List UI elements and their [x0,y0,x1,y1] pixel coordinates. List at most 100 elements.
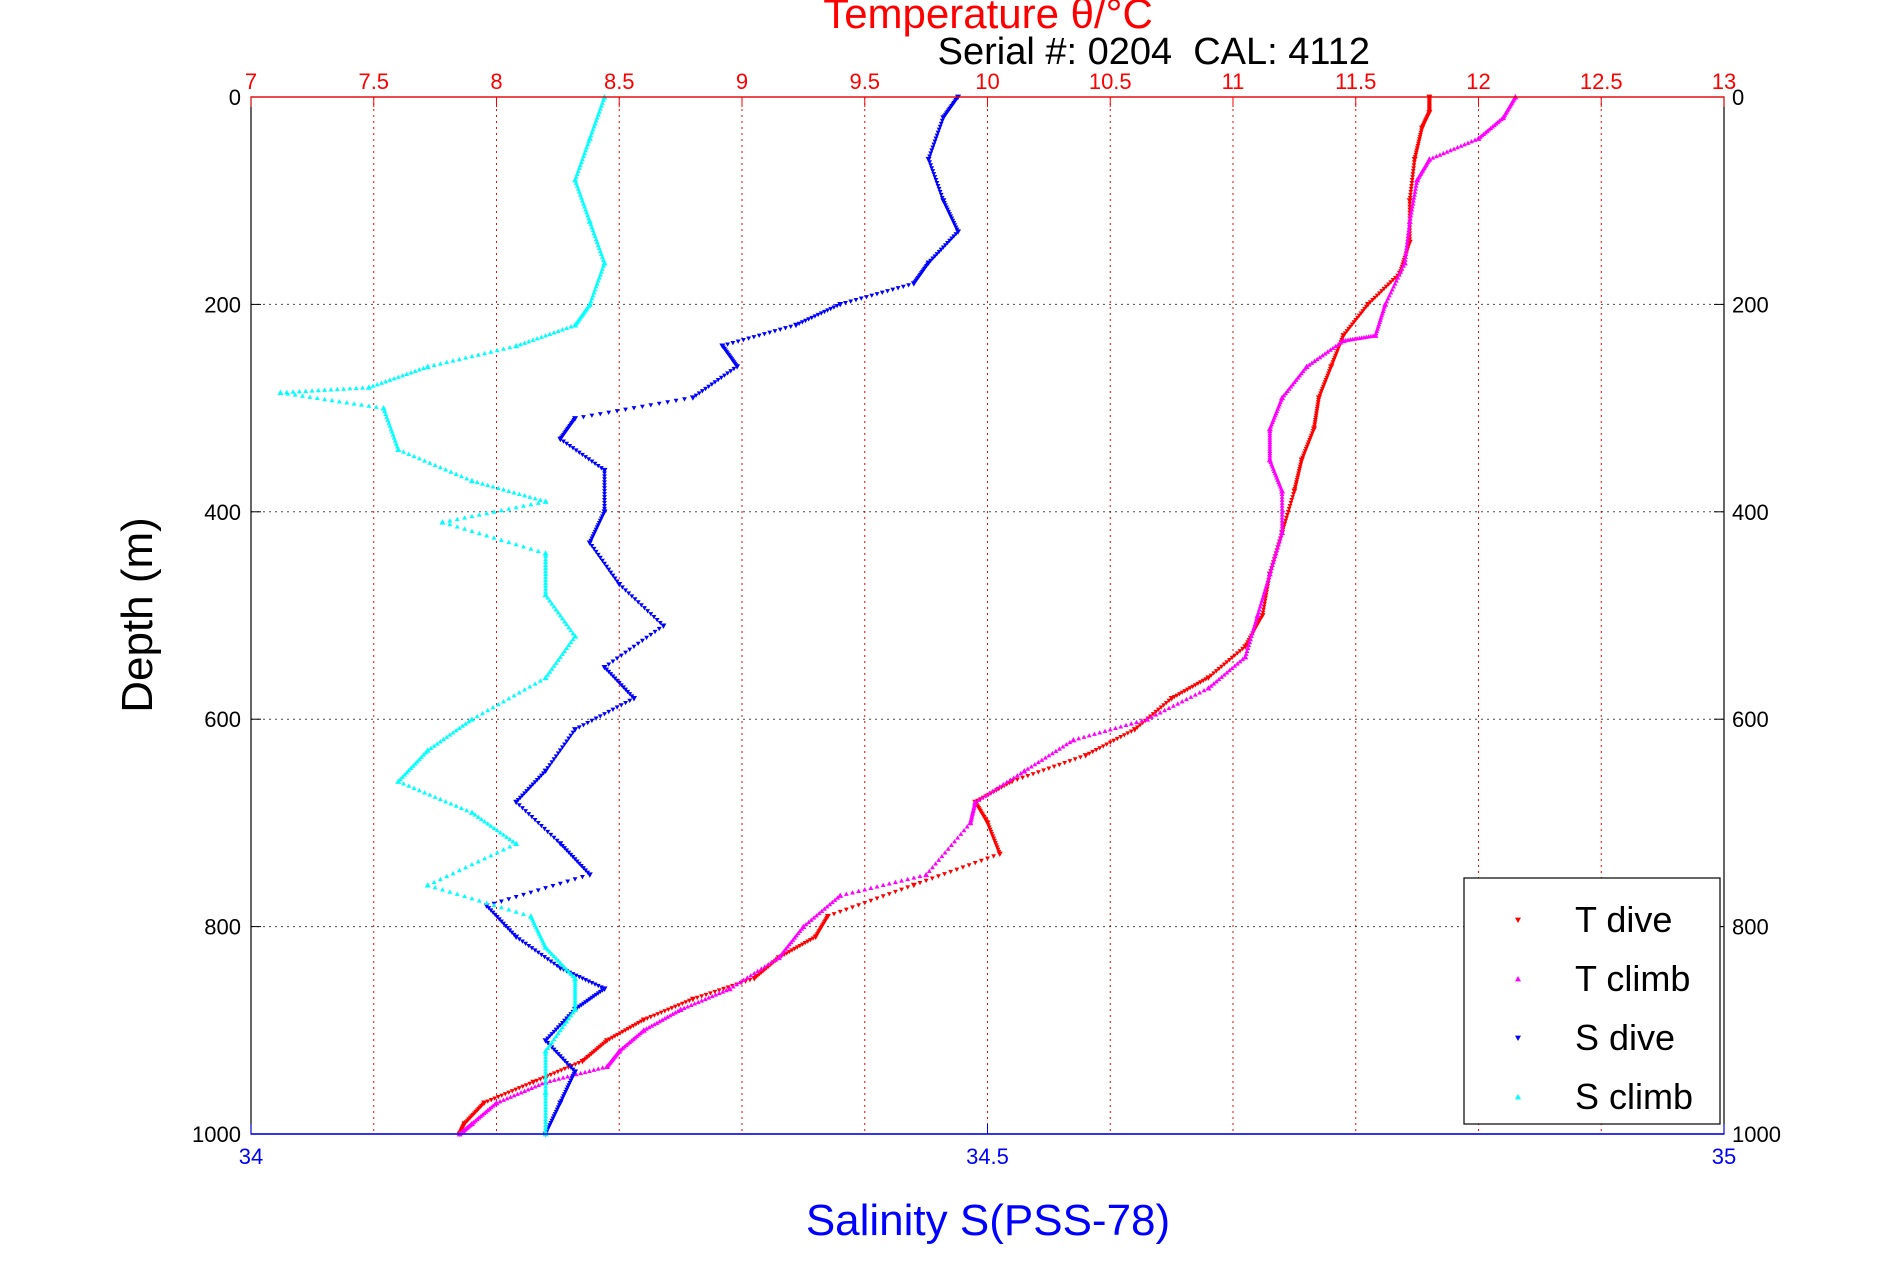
trace-marker [1257,618,1263,623]
trace-marker [545,1045,551,1050]
trace-marker [447,518,453,523]
trace-marker [568,627,574,633]
trace-marker [400,373,405,378]
trace-marker [1213,669,1219,674]
trace-marker [560,1096,565,1101]
trace-marker [1128,729,1134,734]
trace-marker [535,820,541,826]
data-point [586,872,593,878]
trace-marker [547,1042,553,1048]
trace-marker [716,990,722,996]
trace-marker [1123,722,1129,728]
x-top-tick-label: 11 [1222,69,1245,94]
trace-marker [1313,415,1319,421]
trace-marker [484,510,490,516]
trace-marker [1298,460,1304,465]
trace-marker [933,178,939,183]
trace-marker [843,907,849,912]
trace-marker [1409,178,1415,183]
trace-marker [899,878,904,883]
trace-marker [994,845,1000,850]
trace-marker [1258,615,1264,621]
trace-marker [543,580,548,585]
data-point [1254,612,1261,618]
trace-marker [539,1081,545,1086]
trace-marker [1279,506,1285,511]
trace-marker [712,380,718,385]
data-point [468,809,475,815]
trace-marker [459,805,464,811]
trace-marker [334,386,340,392]
x-top-tick-label: 9.5 [849,69,880,94]
trace-marker [933,861,938,866]
trace-marker [928,151,934,156]
trace-marker [555,328,561,333]
trace-marker [495,1095,501,1100]
trace-marker [1327,369,1332,374]
trace-marker [800,942,805,947]
trace-marker [491,902,497,908]
trace-marker [528,890,534,895]
trace-marker [824,904,830,909]
trace-marker [543,553,548,559]
trace-marker [1014,777,1020,782]
trace-marker [1279,527,1285,532]
trace-marker [692,1001,698,1006]
trace-marker [501,921,506,927]
trace-marker [1291,492,1296,497]
data-point [1279,488,1286,494]
trace-marker [1293,484,1298,490]
trace-marker [414,759,420,764]
trace-marker [508,1094,513,1099]
x-top-tick-label: 8 [490,69,502,94]
trace-marker [1237,659,1243,664]
trace-marker [1267,430,1273,436]
trace-marker [1128,721,1134,726]
trace-marker [808,917,814,922]
trace-marker [1301,453,1306,458]
trace-marker [1185,687,1190,692]
trace-marker [625,1026,631,1032]
trace-marker [1267,435,1273,440]
trace-marker [1409,181,1415,186]
trace-marker [880,894,886,899]
trace-marker [422,790,428,795]
trace-marker [1372,295,1378,301]
trace-marker [1318,391,1324,396]
trace-marker [868,885,874,891]
trace-marker [814,913,819,918]
y-tick-label-right: 200 [1732,292,1769,317]
trace-marker [543,565,548,571]
trace-marker [868,898,874,904]
trace-marker [404,770,410,775]
trace-marker [966,863,972,868]
trace-marker [1295,473,1301,478]
trace-marker [651,615,657,620]
trace-marker [964,824,970,829]
trace-marker [538,773,544,778]
trace-marker [566,1083,572,1088]
trace-marker [612,676,618,681]
trace-marker [511,1093,517,1098]
trace-marker [772,957,778,962]
trace-marker [570,855,576,860]
trace-marker [1201,687,1207,693]
trace-marker [602,498,607,503]
trace-marker [934,181,940,186]
trace-marker [1277,536,1283,541]
data-point [424,363,431,370]
trace-marker [623,588,628,593]
y-tick-label-left: 800 [204,915,241,940]
trace-marker [810,936,816,941]
trace-marker [606,567,612,572]
trace-marker [936,127,942,132]
trace-marker [307,394,313,399]
data-point [603,1063,610,1069]
trace-marker [550,1116,556,1121]
trace-marker [555,1030,561,1036]
trace-marker [517,795,523,801]
trace-marker [543,333,548,338]
trace-marker [490,910,496,915]
trace-marker [948,869,954,875]
trace-marker [991,836,997,841]
